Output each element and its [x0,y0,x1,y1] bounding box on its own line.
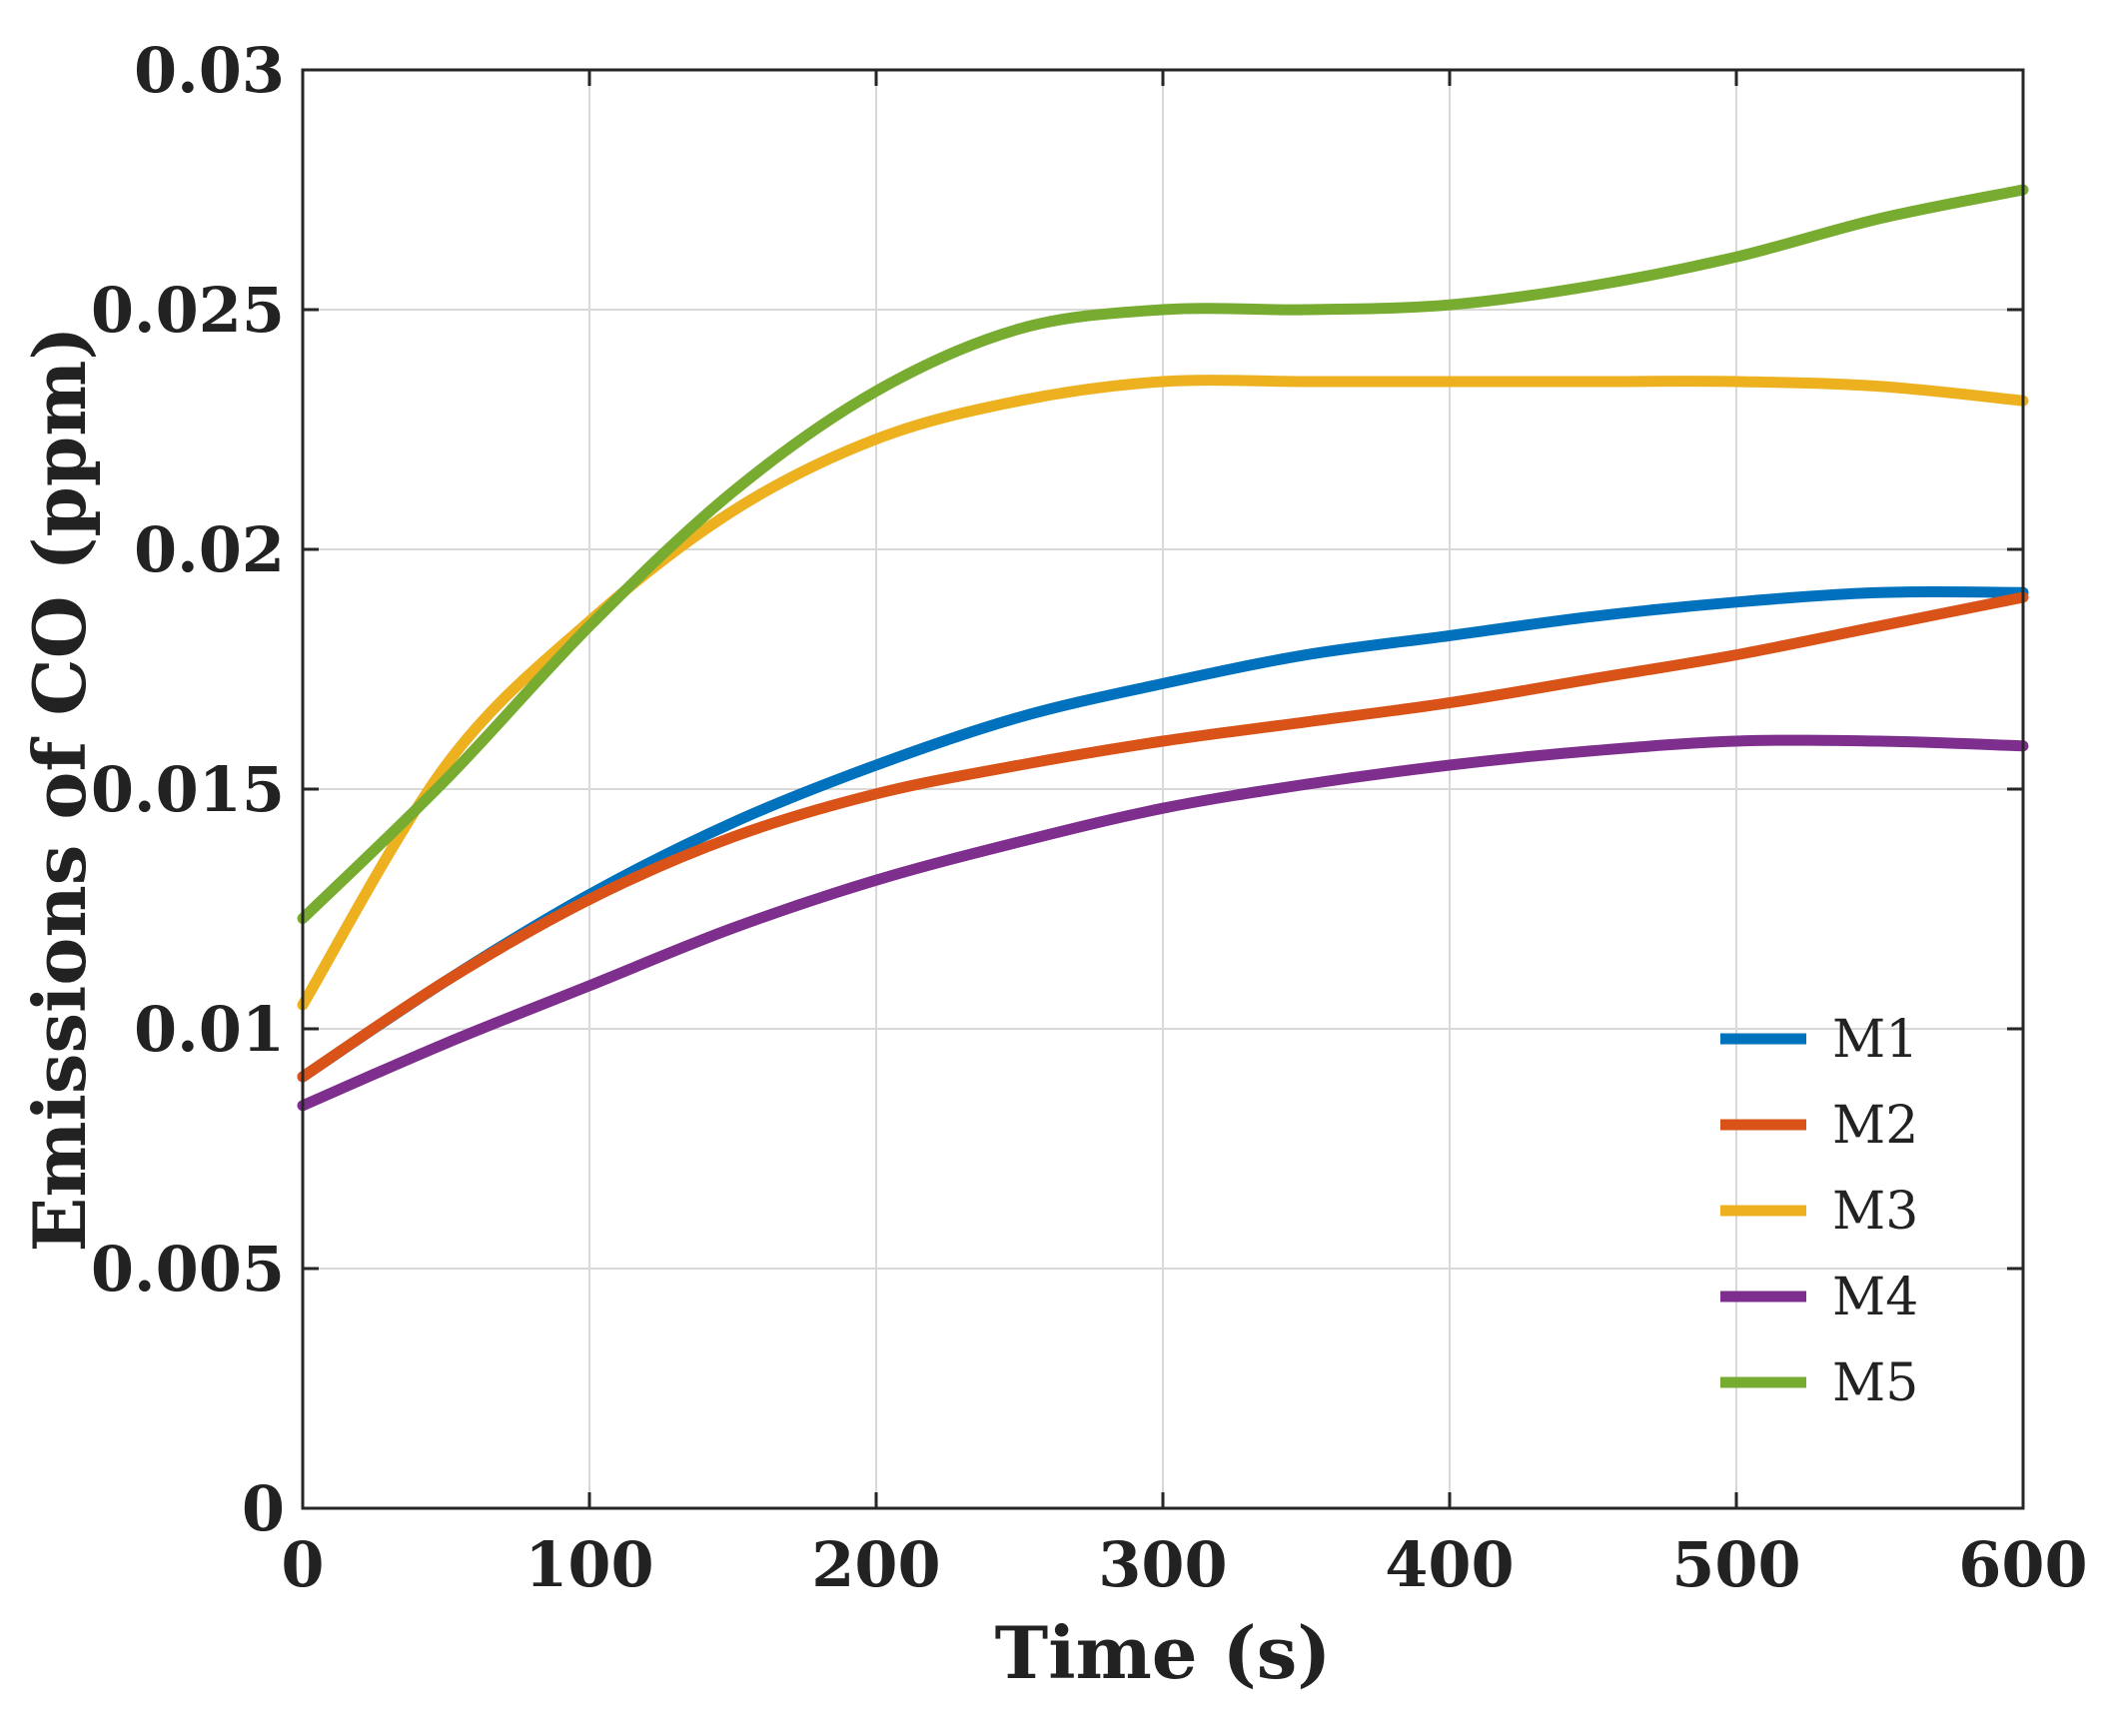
x-axis-title: Time (s) [995,1610,1332,1695]
axis-ticks: 0 100 200 300 400 500 600 0 0.005 0.01 0.015 0.02 0.… [91,34,2088,1601]
legend-label-m4: M4 [1832,1268,1918,1327]
x-tick-label: 600 [1958,1528,2087,1601]
x-tick-label: 200 [811,1528,940,1601]
legend: M1 M2 M3 M4 M5 [1720,1010,1918,1413]
y-tick-label: 0.03 [134,34,285,107]
y-tick-label: 0.02 [134,513,285,586]
x-tick-label: 400 [1385,1528,1514,1601]
x-tick-label: 300 [1098,1528,1227,1601]
legend-label-m2: M2 [1832,1096,1918,1156]
series-line-m3 [297,375,2029,1011]
x-tick-label: 0 [281,1528,324,1601]
x-tick-label: 100 [525,1528,653,1601]
y-tick-label: 0.015 [91,753,285,826]
legend-label-m3: M3 [1832,1182,1918,1242]
legend-label-m5: M5 [1832,1353,1918,1413]
y-tick-label: 0 [242,1472,285,1545]
series-line-m2 [297,591,2029,1083]
x-tick-label: 500 [1671,1528,1800,1601]
legend-label-m1: M1 [1832,1010,1918,1070]
y-tick-label: 0.005 [91,1233,285,1305]
y-tick-label: 0.025 [91,274,285,347]
y-axis-title: Emissions of CO (ppm) [17,327,102,1253]
series-line-m5 [297,184,2029,925]
series-lines [297,184,2029,1112]
y-tick-label: 0.01 [134,993,285,1066]
series-line-m4 [297,734,2029,1112]
